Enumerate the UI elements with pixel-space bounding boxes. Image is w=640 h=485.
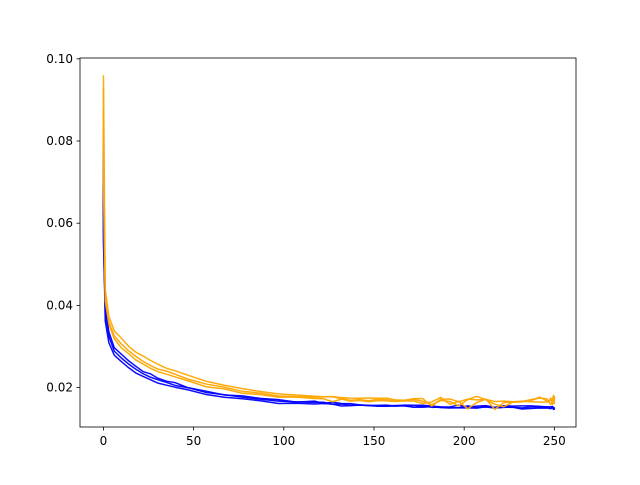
x-tick-label: 50 xyxy=(186,434,201,448)
y-tick-label: 0.08 xyxy=(46,134,73,148)
y-tick-label: 0.02 xyxy=(46,381,73,395)
y-tick-label: 0.04 xyxy=(46,298,73,312)
x-tick-label: 250 xyxy=(543,434,566,448)
x-tick-label: 150 xyxy=(363,434,386,448)
x-tick-label: 200 xyxy=(453,434,476,448)
y-tick-label: 0.06 xyxy=(46,216,73,230)
x-tick-label: 0 xyxy=(100,434,108,448)
x-tick-label: 100 xyxy=(272,434,295,448)
y-tick-label: 0.10 xyxy=(46,52,73,66)
